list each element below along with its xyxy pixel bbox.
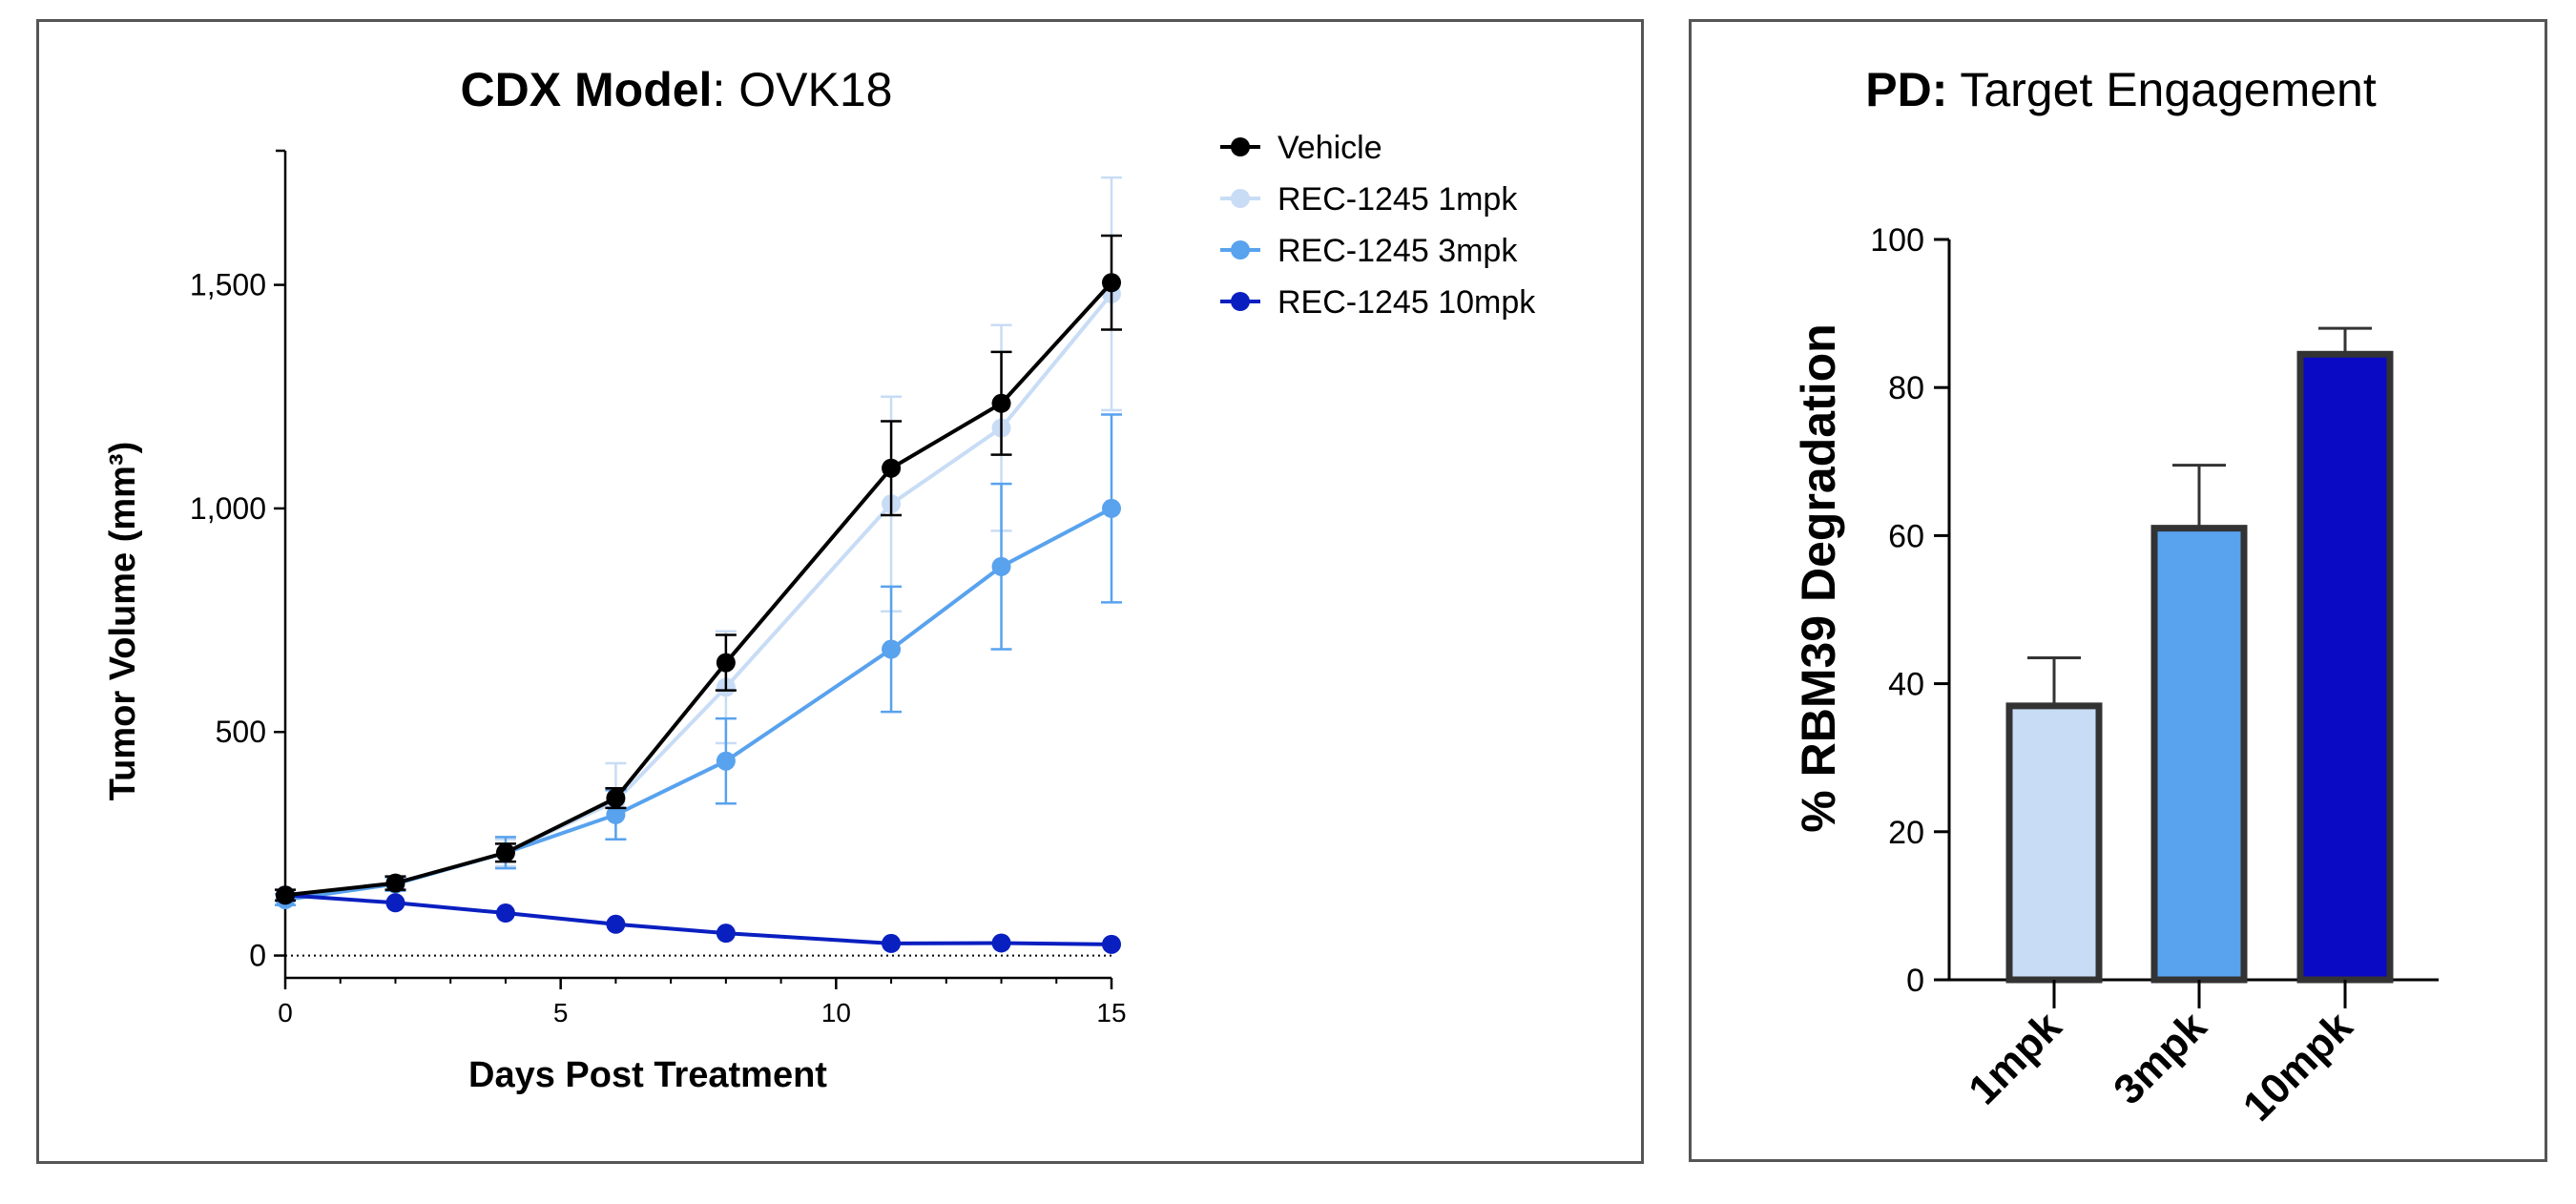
legend-label: REC-1245 10mpk bbox=[1278, 284, 1536, 321]
bar-plot-area: 0 20 40 60 80 100 1mpk 3mpk 10mpk bbox=[1870, 222, 2439, 1131]
legend: Vehicle REC-1245 1mpk REC-1245 3mpk REC-124… bbox=[1220, 130, 1536, 321]
bar-y-tick-label: 0 bbox=[1906, 963, 1924, 999]
series-line bbox=[284, 280, 1113, 898]
x-axis-label: Days Post Treatment bbox=[468, 1055, 827, 1095]
y-axis-label: Tumor Volume (mm³) bbox=[103, 442, 143, 800]
bar-y-tick-label: 80 bbox=[1888, 370, 1924, 406]
bar-category-label: 3mpk bbox=[2105, 1003, 2215, 1113]
data-point bbox=[991, 393, 1011, 413]
legend-swatch-marker bbox=[1231, 292, 1250, 311]
bar-y-tick-label: 40 bbox=[1888, 667, 1924, 703]
line-chart: CDX Model: OVK18 Days Post Treatment Tum… bbox=[103, 63, 1536, 1095]
data-point bbox=[991, 556, 1011, 576]
legend-label: Vehicle bbox=[1278, 130, 1382, 166]
bar-chart-panel: PD: Target Engagement % RBM39 Degradatio… bbox=[1689, 19, 2547, 1162]
series-vehicle bbox=[275, 234, 1122, 905]
series-line bbox=[284, 893, 1112, 946]
legend-swatch-marker bbox=[1231, 189, 1250, 208]
plot-area: 0 500 1,000 1,500 0 5 10 15 bbox=[190, 149, 1127, 1028]
x-tick-label: 15 bbox=[1096, 998, 1126, 1028]
data-point bbox=[716, 751, 736, 771]
legend-label: REC-1245 3mpk bbox=[1278, 233, 1518, 269]
y-tick-label: 1,500 bbox=[190, 268, 266, 302]
data-point bbox=[716, 653, 736, 673]
series-rec-1245-3mpk bbox=[275, 413, 1122, 909]
data-point bbox=[1102, 498, 1121, 518]
data-point bbox=[606, 804, 626, 824]
legend-label: REC-1245 1mpk bbox=[1278, 181, 1518, 218]
series-rec-1245-10mpk bbox=[276, 885, 1121, 954]
bar-category-label: 1mpk bbox=[1960, 1003, 2070, 1113]
data-point bbox=[276, 885, 295, 905]
y-tick-label: 1,000 bbox=[190, 491, 266, 526]
data-point bbox=[1102, 273, 1121, 293]
x-tick-label: 10 bbox=[821, 998, 851, 1028]
data-point bbox=[882, 458, 902, 478]
line-chart-panel: CDX Model: OVK18 Days Post Treatment Tum… bbox=[36, 19, 1644, 1164]
bar-1mpk bbox=[2005, 702, 2103, 984]
series-rec-1245-1mpk bbox=[275, 176, 1122, 909]
data-point bbox=[882, 933, 902, 953]
legend-swatch-marker bbox=[1231, 137, 1250, 156]
bar-10mpk bbox=[2296, 350, 2394, 984]
bar-category-label: 10mpk bbox=[2234, 1003, 2362, 1131]
x-tick-label: 0 bbox=[278, 998, 293, 1028]
series-line bbox=[284, 292, 1113, 902]
bar-3mpk bbox=[2150, 525, 2248, 984]
data-point bbox=[495, 842, 515, 862]
bar-y-tick-label: 60 bbox=[1888, 518, 1924, 554]
line-chart-title: CDX Model: OVK18 bbox=[461, 63, 893, 116]
bar-y-tick-label: 100 bbox=[1870, 222, 1924, 259]
data-point bbox=[385, 873, 405, 893]
data-point bbox=[606, 914, 626, 934]
series-line bbox=[284, 507, 1112, 902]
bar-chart: PD: Target Engagement % RBM39 Degradatio… bbox=[1792, 63, 2439, 1131]
bar-y-tick-label: 20 bbox=[1888, 815, 1924, 851]
y-tick-label: 500 bbox=[216, 715, 266, 749]
data-point bbox=[606, 788, 626, 808]
data-point bbox=[991, 933, 1011, 953]
data-point bbox=[716, 924, 736, 944]
data-point bbox=[1102, 934, 1121, 954]
bar-y-axis-label: % RBM39 Degradation bbox=[1792, 323, 1845, 832]
data-point bbox=[385, 893, 405, 913]
x-tick-label: 5 bbox=[553, 998, 569, 1028]
data-point bbox=[495, 903, 515, 924]
bar-chart-title: PD: Target Engagement bbox=[1865, 63, 2377, 116]
legend-swatch-marker bbox=[1231, 240, 1250, 259]
y-tick-label: 0 bbox=[249, 939, 266, 973]
data-point bbox=[882, 639, 902, 659]
